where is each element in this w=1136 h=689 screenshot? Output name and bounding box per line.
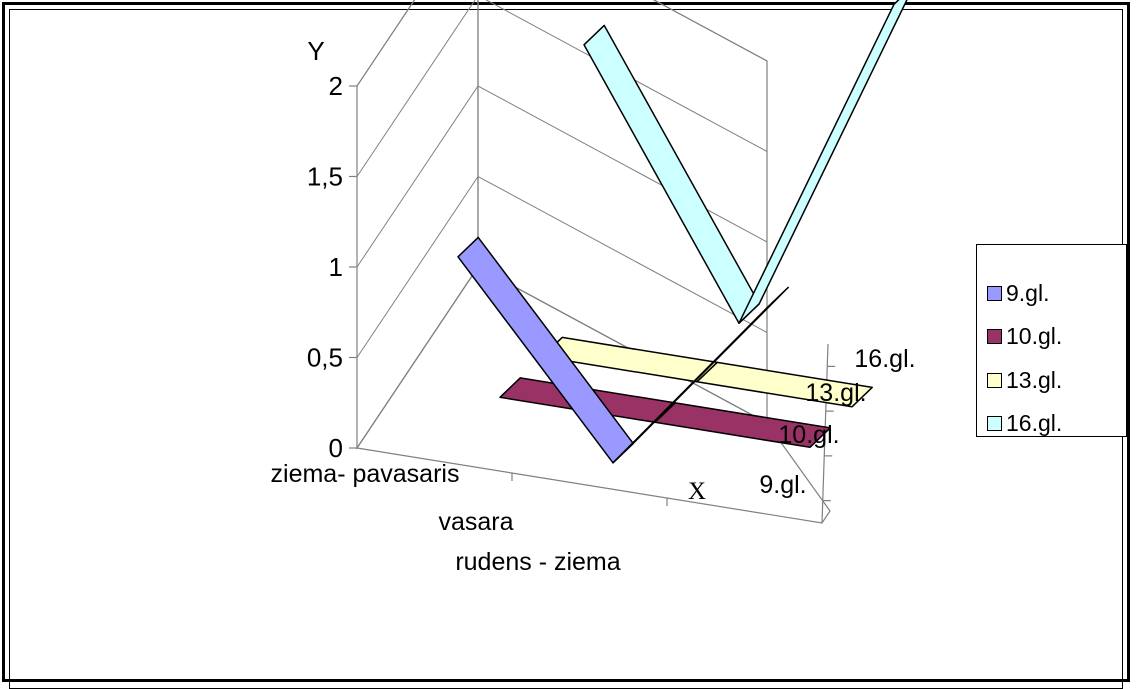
legend-label-16gl: 16.gl. (1006, 409, 1063, 436)
chart-plot-area: 0 0,5 1 1,5 2 ziema- pavasaris vasara rudens - … (271, 0, 916, 576)
ytick-label-0: 0 (329, 433, 343, 463)
chart-axis-ticks (349, 85, 836, 506)
legend-item-9gl: 9.gl. (987, 278, 1049, 308)
chart-walls (355, 0, 831, 524)
ytick-label-2: 1 (329, 252, 343, 282)
legend-item-10gl: 10.gl. (987, 321, 1062, 351)
ytick-label-4: 2 (329, 71, 343, 101)
depth-label-1: 10.gl. (778, 421, 839, 449)
category-label-1: vasara (438, 508, 513, 536)
depth-label-0: 9.gl. (759, 471, 806, 499)
legend-swatch-10gl (987, 328, 1002, 344)
chart-labels: 0 0,5 1 1,5 2 ziema- pavasaris vasara rudens - … (271, 36, 916, 576)
series-2-segment-1 (696, 361, 873, 408)
depth-label-2: 13.gl. (805, 379, 866, 407)
chart-legend: 9.gl. 10.gl. 13.gl. 16.gl. (976, 244, 1127, 437)
legend-swatch-16gl (987, 415, 1002, 431)
legend-label-13gl: 13.gl. (1006, 366, 1063, 393)
x-axis-title: X (688, 478, 706, 505)
legend-swatch-9gl (987, 285, 1002, 301)
legend-item-16gl: 16.gl. (987, 408, 1062, 438)
gridline-1 (356, 175, 768, 358)
legend-item-13gl: 13.gl. (987, 365, 1062, 395)
gridline-4 (356, 0, 768, 87)
ytick-label-3: 1,5 (307, 162, 343, 192)
y-axis-title: Y (307, 36, 324, 66)
chart-series-layer (457, 0, 908, 464)
depth-label-3: 16.gl. (854, 345, 915, 373)
series-1-segment-1 (654, 402, 831, 449)
category-label-2: rudens - ziema (455, 548, 620, 576)
legend-label-10gl: 10.gl. (1006, 322, 1063, 349)
gridline-3 (356, 0, 768, 177)
category-label-0: ziema- pavasaris (271, 460, 460, 488)
ytick-label-1: 0,5 (307, 343, 343, 373)
legend-swatch-13gl (987, 372, 1002, 388)
left-wall (356, 0, 479, 450)
series-3-segment-1 (738, 0, 908, 324)
legend-label-9gl: 9.gl. (1006, 279, 1050, 306)
series-3-segment-0 (583, 24, 760, 324)
series-0-segment-1 (612, 286, 789, 464)
